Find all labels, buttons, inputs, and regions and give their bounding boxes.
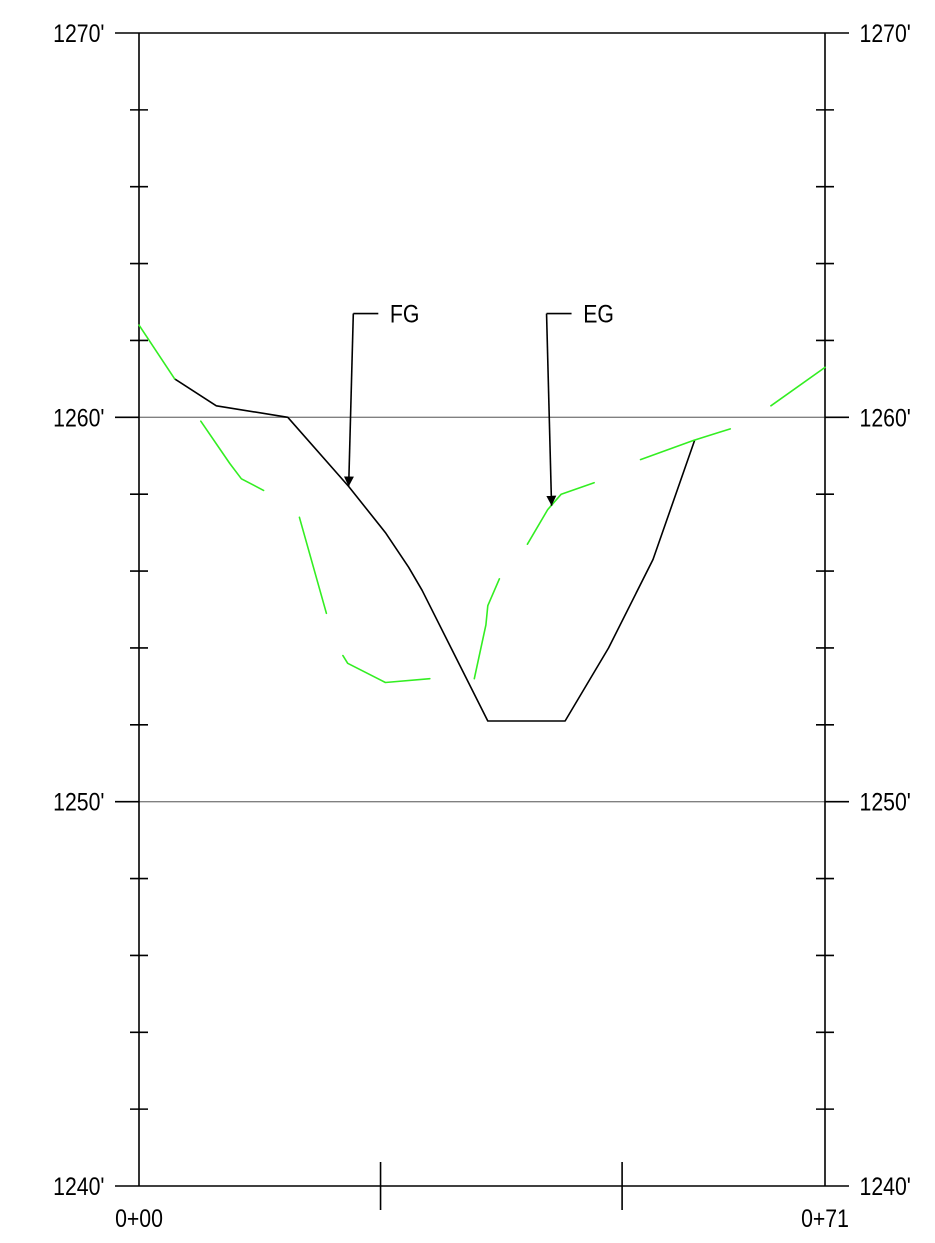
gridlines <box>139 416 825 803</box>
series-eg-segment <box>770 366 826 407</box>
series-eg-segment <box>200 420 265 492</box>
series-eg-segment <box>342 654 431 684</box>
callout-fg-arrow <box>343 313 355 487</box>
series-eg-segment <box>473 577 501 680</box>
y-tick-label-right: 1260' <box>860 404 911 432</box>
series-eg-segment <box>639 428 732 461</box>
callout-eg-label: EG <box>583 300 614 328</box>
y-tick-label-left: 1270' <box>53 19 104 47</box>
series-fg-segment <box>173 378 696 722</box>
series <box>138 324 826 722</box>
axes <box>115 32 849 1210</box>
y-tick-label-left: 1260' <box>53 404 104 432</box>
y-tick-label-right: 1250' <box>860 788 911 816</box>
x-tick-label: 0+00 <box>115 1204 163 1232</box>
y-tick-label-right: 1270' <box>860 19 911 47</box>
x-tick-label: 0+71 <box>801 1204 849 1232</box>
tick-labels: 1270' 1270' 1260' 1260' 1250' 1250' 1240' 1240'… <box>53 19 911 1232</box>
series-eg-segment <box>298 516 328 615</box>
annotations: FG EG <box>343 300 614 506</box>
y-tick-label-left: 1250' <box>53 788 104 816</box>
series-eg-segment <box>138 324 176 380</box>
y-tick-label-right: 1240' <box>860 1172 911 1200</box>
callout-fg-label: FG <box>390 300 419 328</box>
series-eg-segment <box>526 481 595 546</box>
y-tick-label-left: 1240' <box>53 1172 104 1200</box>
callout-eg-arrow <box>545 313 557 506</box>
